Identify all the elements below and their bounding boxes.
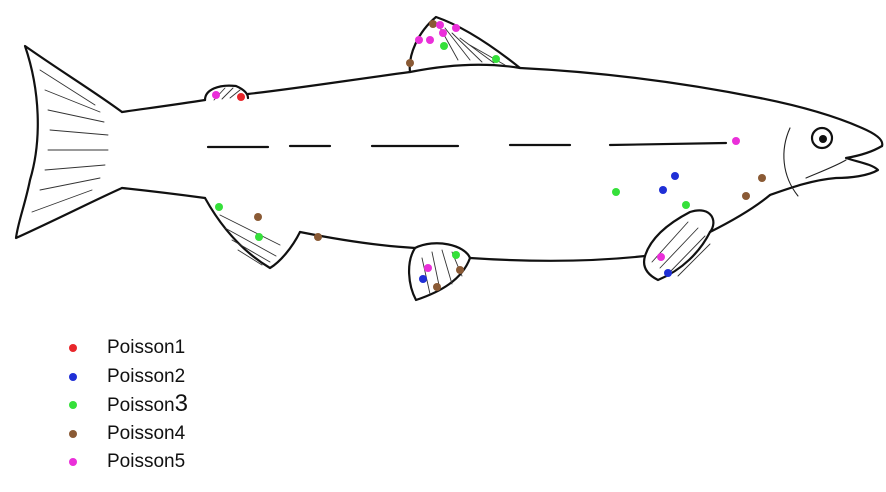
legend-item: Poisson2 — [64, 363, 188, 392]
legend-label-number: 4 — [174, 422, 186, 444]
marker-poisson5 — [415, 36, 423, 44]
legend-label-number: 3 — [174, 390, 188, 417]
marker-poisson2 — [419, 275, 427, 283]
marker-poisson5 — [439, 29, 447, 37]
legend-label-prefix: Poisson — [107, 451, 175, 472]
marker-poisson4 — [429, 20, 437, 28]
legend-label-prefix: Poisson — [107, 337, 175, 358]
marker-poisson5 — [426, 36, 434, 44]
legend-dot — [69, 429, 77, 438]
legend-label: Poisson2 — [107, 363, 185, 392]
marker-poisson5 — [657, 253, 665, 261]
legend-label-number: 1 — [174, 337, 186, 358]
marker-poisson4 — [758, 174, 766, 182]
marker-poisson2 — [659, 186, 667, 194]
legend-label: Poisson1 — [107, 334, 185, 363]
marker-poisson3 — [612, 188, 620, 196]
marker-poisson3 — [215, 203, 223, 211]
marker-poisson4 — [406, 59, 414, 67]
legend-label: Poisson3 — [107, 390, 188, 421]
marker-poisson1 — [237, 93, 245, 101]
marker-poisson4 — [314, 233, 322, 241]
marker-poisson4 — [456, 266, 464, 274]
legend-item: Poisson3 — [64, 390, 188, 421]
marker-poisson2 — [671, 172, 679, 180]
fish-outline — [14, 15, 884, 302]
legend-label-prefix: Poisson — [107, 422, 175, 444]
legend-label: Poisson4 — [107, 420, 185, 449]
legend-item: Poisson5 — [64, 448, 188, 477]
legend-dot — [69, 344, 77, 353]
marker-layer — [212, 20, 766, 291]
legend-dot — [69, 401, 77, 410]
marker-poisson5 — [732, 137, 740, 145]
marker-poisson5 — [424, 264, 432, 272]
marker-poisson3 — [682, 201, 690, 209]
legend-item: Poisson1 — [64, 334, 188, 363]
marker-poisson3 — [452, 251, 460, 259]
legend: Poisson1 Poisson2 Poisson3 Poisson4 Pois… — [64, 334, 188, 477]
marker-poisson5 — [212, 91, 220, 99]
marker-poisson5 — [436, 21, 444, 29]
legend-label-number: 2 — [174, 365, 186, 387]
legend-item: Poisson4 — [64, 420, 188, 449]
legend-label-prefix: Poisson — [107, 365, 175, 387]
legend-label-number: 5 — [174, 451, 186, 472]
marker-poisson3 — [492, 55, 500, 63]
legend-dot — [69, 372, 77, 381]
legend-dot — [69, 458, 77, 467]
marker-poisson2 — [664, 269, 672, 277]
marker-poisson4 — [254, 213, 262, 221]
marker-poisson3 — [440, 42, 448, 50]
marker-poisson4 — [433, 283, 441, 291]
legend-label: Poisson5 — [107, 448, 185, 477]
legend-label-prefix: Poisson — [107, 395, 175, 416]
marker-poisson3 — [255, 233, 263, 241]
marker-poisson5 — [452, 24, 460, 32]
marker-poisson4 — [742, 192, 750, 200]
